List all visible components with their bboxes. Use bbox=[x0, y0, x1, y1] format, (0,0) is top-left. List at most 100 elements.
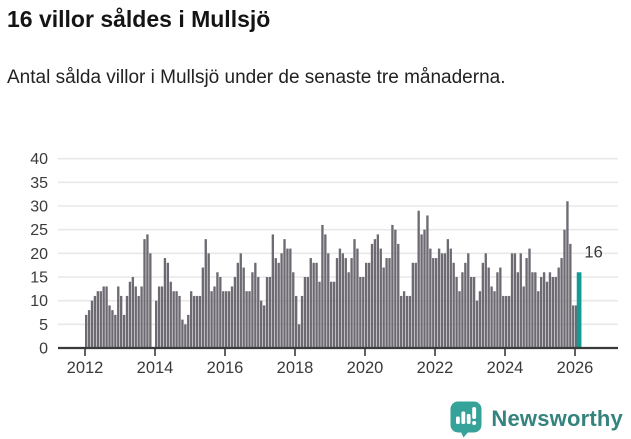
bar bbox=[385, 258, 388, 348]
bar bbox=[426, 215, 429, 348]
y-axis-tick-label: 0 bbox=[39, 341, 48, 358]
bar bbox=[429, 248, 432, 348]
bar bbox=[178, 295, 181, 348]
bar bbox=[128, 281, 132, 348]
bar bbox=[534, 272, 537, 348]
bar bbox=[513, 253, 517, 348]
bar bbox=[467, 253, 470, 348]
bar bbox=[507, 295, 511, 348]
bar bbox=[222, 291, 225, 348]
bar bbox=[522, 286, 525, 348]
x-axis-tick-label: 2012 bbox=[67, 359, 104, 377]
bar bbox=[455, 277, 458, 348]
y-axis-tick-label: 10 bbox=[30, 293, 48, 310]
bar bbox=[569, 243, 572, 348]
x-axis-tick-label: 2018 bbox=[277, 359, 314, 377]
bar bbox=[184, 324, 187, 348]
bar bbox=[437, 248, 441, 348]
y-axis-tick-label: 20 bbox=[30, 246, 48, 263]
bar bbox=[292, 272, 295, 348]
bar bbox=[510, 253, 514, 348]
bar bbox=[262, 305, 266, 348]
bar bbox=[175, 291, 178, 348]
bar bbox=[324, 234, 327, 348]
bar bbox=[251, 272, 254, 348]
bar bbox=[227, 291, 231, 348]
bar bbox=[225, 291, 228, 348]
bar bbox=[490, 286, 493, 348]
bar bbox=[365, 262, 368, 348]
bar bbox=[493, 291, 496, 348]
bar bbox=[359, 277, 362, 348]
bar bbox=[338, 248, 342, 348]
bar bbox=[117, 286, 120, 348]
bar bbox=[260, 300, 263, 348]
bar bbox=[201, 267, 205, 348]
newsworthy-logo-icon bbox=[450, 401, 482, 438]
bar bbox=[362, 277, 365, 348]
bar bbox=[274, 258, 277, 348]
bar bbox=[472, 277, 476, 348]
bar bbox=[122, 314, 126, 348]
bar bbox=[458, 291, 461, 348]
bar bbox=[213, 286, 216, 348]
bar bbox=[572, 305, 575, 348]
bar bbox=[300, 295, 304, 348]
bar bbox=[155, 300, 158, 348]
bar bbox=[105, 286, 108, 348]
bar bbox=[236, 262, 240, 348]
bar bbox=[545, 281, 549, 348]
bar bbox=[257, 277, 260, 348]
bar bbox=[554, 277, 557, 348]
bar bbox=[125, 295, 129, 348]
bar bbox=[560, 258, 563, 348]
bar bbox=[528, 248, 531, 348]
bar bbox=[443, 253, 447, 348]
newsworthy-wordmark: Newsworthy bbox=[491, 406, 623, 431]
bar bbox=[446, 239, 450, 348]
bar bbox=[265, 277, 269, 348]
y-axis-tick-label: 15 bbox=[30, 270, 48, 287]
bar bbox=[388, 258, 391, 348]
x-axis-tick-label: 2014 bbox=[137, 359, 174, 377]
bar bbox=[143, 239, 146, 348]
bar bbox=[391, 224, 394, 348]
bar bbox=[283, 239, 286, 348]
bar bbox=[420, 234, 423, 348]
x-axis-tick-label: 2026 bbox=[557, 359, 594, 377]
bar bbox=[111, 310, 114, 348]
bar bbox=[516, 272, 520, 348]
bar bbox=[108, 305, 111, 348]
bar bbox=[531, 272, 534, 348]
bar bbox=[499, 267, 502, 348]
bar bbox=[353, 239, 356, 348]
bar bbox=[248, 291, 251, 348]
bar bbox=[519, 253, 522, 348]
bar bbox=[131, 277, 135, 348]
bar bbox=[321, 224, 324, 348]
bar bbox=[478, 291, 482, 348]
bar bbox=[309, 258, 312, 348]
bar bbox=[181, 319, 184, 348]
bar bbox=[146, 234, 149, 348]
bar-chart: 0 5 10 15 20 25 30 35 40 2012 2014 2016 2018 2020 2022… bbox=[30, 151, 618, 377]
bar bbox=[254, 262, 257, 348]
bar bbox=[481, 262, 485, 348]
bar bbox=[411, 262, 415, 348]
bar bbox=[566, 201, 569, 348]
bar bbox=[563, 229, 566, 348]
x-axis-tick-label: 2020 bbox=[347, 359, 384, 377]
bar bbox=[373, 239, 377, 348]
bar bbox=[289, 248, 292, 348]
bar bbox=[394, 229, 397, 348]
bar bbox=[470, 277, 473, 348]
bar bbox=[90, 300, 94, 348]
bar bbox=[192, 295, 196, 348]
bar bbox=[525, 258, 528, 348]
bar bbox=[350, 258, 353, 348]
bar bbox=[230, 286, 234, 348]
bar bbox=[268, 277, 272, 348]
bar bbox=[169, 281, 172, 348]
bar bbox=[335, 258, 339, 348]
bar bbox=[297, 324, 301, 348]
